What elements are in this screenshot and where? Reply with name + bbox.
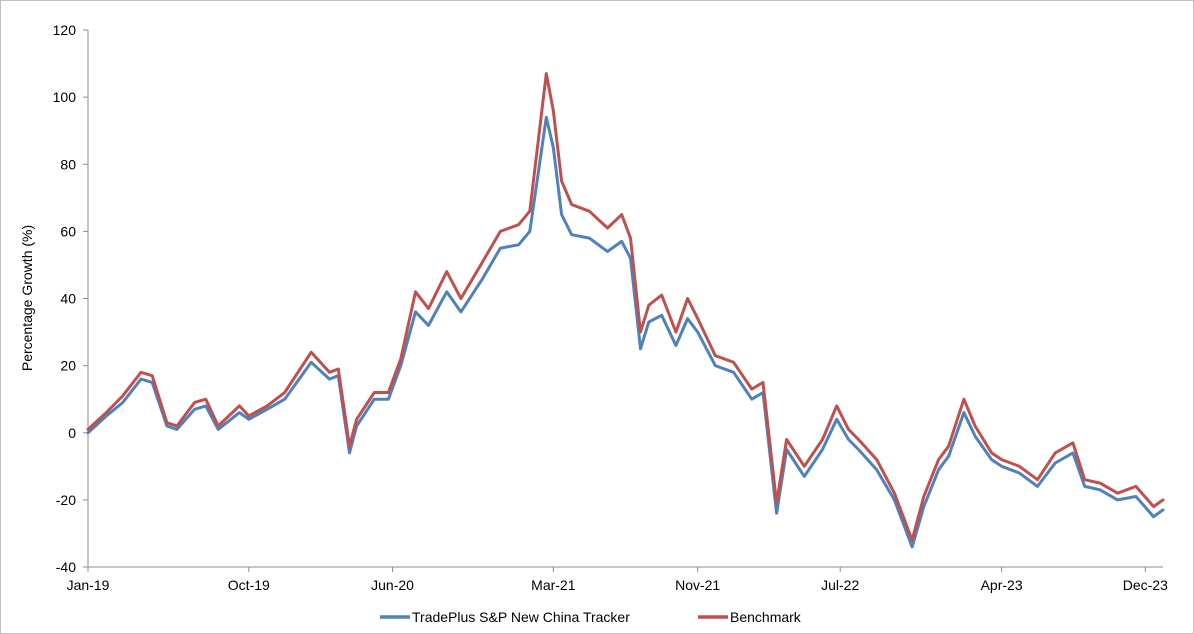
- y-axis-label: Percentage Growth (%): [19, 225, 35, 371]
- legend-label-benchmark: Benchmark: [730, 609, 802, 625]
- x-tick-label: Jun-20: [371, 577, 414, 593]
- x-tick-label: Apr-23: [981, 577, 1023, 593]
- x-axis: Jan-19 Oct-19 Jun-20 Mar-21 Nov-21 Jul-22 Apr-…: [67, 566, 1168, 593]
- y-tick-label: 120: [53, 22, 77, 38]
- y-tick-label: 20: [60, 358, 76, 374]
- y-tick-label: 40: [60, 291, 76, 307]
- series-line-benchmark: [86, 72, 1165, 542]
- x-tick-label: Dec-23: [1123, 577, 1168, 593]
- y-tick-label: -40: [56, 559, 76, 575]
- y-tick-label: 0: [68, 425, 76, 441]
- series-line-tracker: [86, 115, 1165, 549]
- legend: TradePlus S&P New China Tracker Benchmark: [380, 609, 802, 625]
- x-tick-label: Jul-22: [821, 577, 859, 593]
- series-layer: [86, 72, 1165, 549]
- y-axis: -40 -20 0 20 40 60 80 100 120: [53, 22, 89, 575]
- legend-label-tracker: TradePlus S&P New China Tracker: [412, 609, 630, 625]
- y-tick-label: -20: [56, 492, 76, 508]
- x-tick-label: Nov-21: [675, 577, 720, 593]
- y-tick-label: 100: [53, 89, 77, 105]
- y-tick-label: 80: [60, 156, 76, 172]
- x-tick-label: Mar-21: [531, 577, 576, 593]
- y-tick-label: 60: [60, 223, 76, 239]
- x-tick-label: Jan-19: [67, 577, 110, 593]
- x-tick-label: Oct-19: [228, 577, 270, 593]
